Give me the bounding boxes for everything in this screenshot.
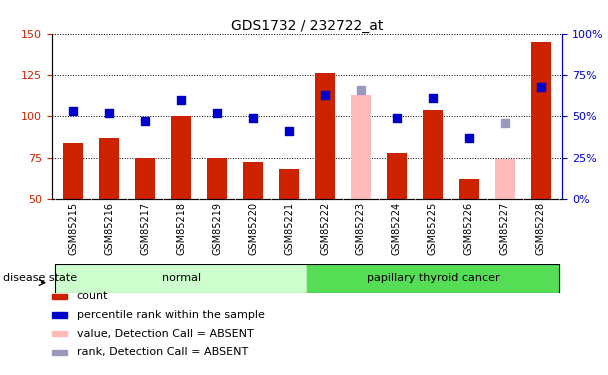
Text: papillary thyroid cancer: papillary thyroid cancer — [367, 273, 499, 284]
Bar — [243, 162, 263, 199]
Text: GSM85218: GSM85218 — [176, 202, 186, 255]
Text: rank, Detection Call = ABSENT: rank, Detection Call = ABSENT — [77, 348, 248, 357]
Text: normal: normal — [162, 273, 201, 284]
Text: GSM85219: GSM85219 — [212, 202, 222, 255]
Point — [536, 84, 546, 90]
Bar — [351, 95, 371, 199]
Bar — [99, 138, 119, 199]
Text: GSM85226: GSM85226 — [464, 202, 474, 255]
Bar — [315, 74, 335, 199]
Bar — [423, 110, 443, 199]
Bar — [52, 350, 67, 355]
Text: count: count — [77, 291, 108, 301]
Bar — [52, 331, 67, 336]
Text: GSM85224: GSM85224 — [392, 202, 402, 255]
Point — [212, 110, 222, 116]
Bar — [171, 116, 191, 199]
Bar — [55, 264, 307, 292]
Text: GSM85227: GSM85227 — [500, 202, 510, 255]
Point — [320, 92, 330, 98]
Text: GSM85215: GSM85215 — [68, 202, 78, 255]
Bar — [207, 158, 227, 199]
Bar — [52, 312, 67, 318]
Bar — [531, 42, 551, 199]
Text: GSM85225: GSM85225 — [428, 202, 438, 255]
Point — [105, 110, 114, 116]
Point — [284, 128, 294, 134]
Title: GDS1732 / 232722_at: GDS1732 / 232722_at — [231, 19, 383, 33]
Text: GSM85223: GSM85223 — [356, 202, 366, 255]
Bar — [279, 169, 299, 199]
Point — [248, 115, 258, 121]
Text: GSM85220: GSM85220 — [248, 202, 258, 255]
Text: GSM85221: GSM85221 — [284, 202, 294, 255]
Point — [140, 118, 150, 124]
Point — [176, 97, 186, 103]
Text: GSM85228: GSM85228 — [536, 202, 546, 255]
Bar — [52, 294, 67, 299]
Bar — [136, 158, 155, 199]
Bar — [63, 142, 83, 199]
Point — [392, 115, 402, 121]
Text: GSM85217: GSM85217 — [140, 202, 150, 255]
Text: disease state: disease state — [3, 273, 77, 284]
Bar — [459, 179, 478, 199]
Bar — [307, 264, 559, 292]
Text: GSM85222: GSM85222 — [320, 202, 330, 255]
Point — [356, 87, 366, 93]
Text: value, Detection Call = ABSENT: value, Detection Call = ABSENT — [77, 329, 254, 339]
Text: GSM85216: GSM85216 — [104, 202, 114, 255]
Bar — [495, 159, 515, 199]
Point — [464, 135, 474, 141]
Point — [68, 108, 78, 114]
Bar — [387, 153, 407, 199]
Text: percentile rank within the sample: percentile rank within the sample — [77, 310, 264, 320]
Point — [500, 120, 510, 126]
Point — [428, 95, 438, 101]
